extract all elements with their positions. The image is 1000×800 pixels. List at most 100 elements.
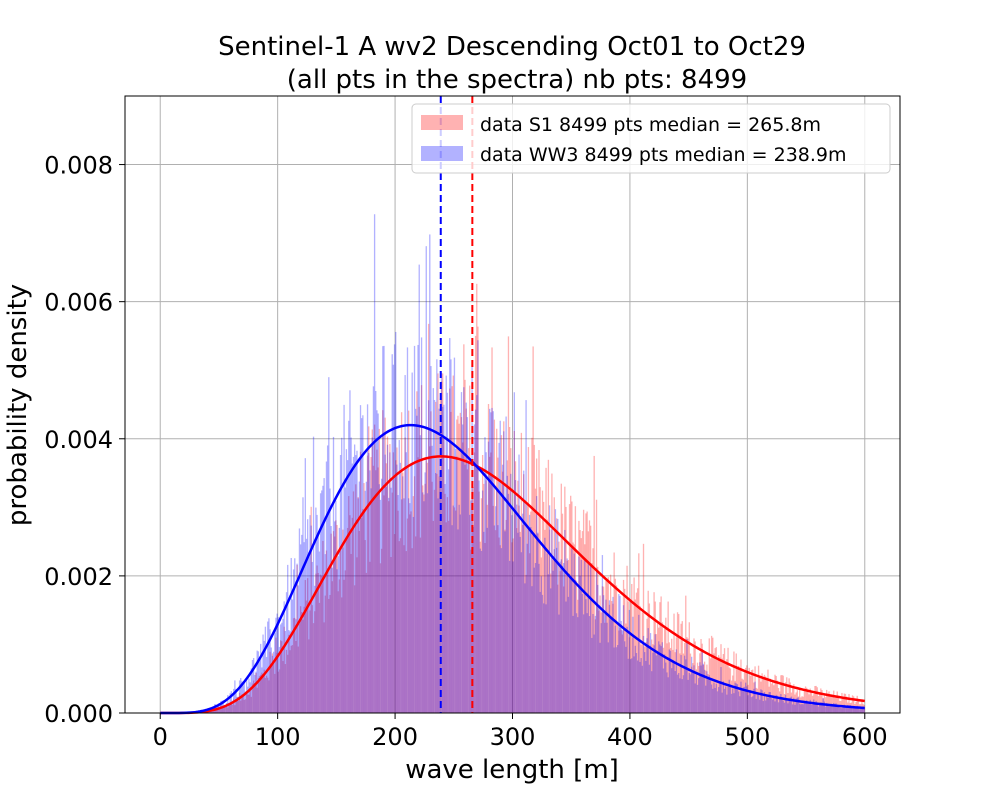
- hist-bar-ww3: [402, 476, 404, 713]
- hist-bar-ww3: [626, 626, 628, 713]
- hist-bar-ww3: [353, 444, 356, 713]
- hist-bar-ww3: [749, 690, 752, 713]
- hist-bar-s1: [814, 685, 816, 713]
- hist-bar-ww3: [258, 657, 261, 713]
- hist-bar-s1: [654, 601, 656, 713]
- hist-bar-ww3: [350, 437, 352, 713]
- hist-bar-s1: [467, 448, 470, 713]
- hist-bar-s1: [245, 693, 248, 713]
- hist-bar-ww3: [490, 412, 492, 713]
- hist-bar-ww3: [338, 527, 341, 713]
- hist-bar-ww3: [435, 472, 437, 713]
- hist-bar-ww3: [624, 641, 626, 713]
- hist-bar-ww3: [423, 501, 425, 713]
- hist-bar-s1: [559, 571, 561, 713]
- hist-bar-s1: [476, 283, 478, 713]
- hist-bar-s1: [227, 707, 229, 713]
- hist-bar-ww3: [562, 563, 565, 713]
- hist-bar-s1: [344, 570, 346, 713]
- hist-bar-s1: [767, 669, 769, 713]
- hist-bar-s1: [496, 428, 498, 713]
- hist-bar-ww3: [463, 387, 465, 713]
- hist-bar-ww3: [831, 704, 834, 713]
- hist-bar-s1: [557, 584, 559, 713]
- hist-bar-s1: [698, 665, 700, 713]
- hist-bar-ww3: [395, 331, 397, 713]
- x-tick-label: 500: [724, 723, 770, 751]
- hist-bar-s1: [303, 606, 305, 713]
- hist-bar-s1: [478, 491, 480, 713]
- hist-bar-ww3: [243, 683, 245, 713]
- hist-bar-s1: [760, 681, 762, 713]
- hist-bar-s1: [526, 503, 528, 713]
- hist-bar-ww3: [499, 420, 501, 713]
- hist-bar-ww3: [817, 706, 820, 713]
- hist-bar-s1: [287, 654, 289, 713]
- hist-bar-ww3: [629, 659, 632, 713]
- hist-bar-ww3: [827, 703, 829, 713]
- hist-bar-s1: [728, 667, 730, 713]
- hist-bar-ww3: [621, 630, 624, 713]
- hist-bar-ww3: [458, 504, 460, 713]
- hist-bar-ww3: [706, 671, 708, 713]
- hist-bar-ww3: [647, 628, 649, 713]
- hist-bar-s1: [735, 653, 737, 713]
- hist-bar-s1: [707, 673, 709, 713]
- hist-bar-s1: [708, 638, 710, 713]
- hist-bar-s1: [492, 505, 494, 713]
- hist-bar-s1: [534, 488, 537, 713]
- hist-bar-s1: [562, 586, 565, 713]
- hist-bar-s1: [590, 525, 592, 713]
- hist-bar-ww3: [315, 507, 317, 713]
- hist-bar-s1: [773, 685, 775, 713]
- hist-bar-s1: [302, 619, 304, 713]
- hist-bar-ww3: [789, 697, 791, 713]
- hist-bar-s1: [334, 536, 336, 713]
- hist-bar-ww3: [824, 706, 827, 713]
- hist-bar-s1: [646, 618, 648, 713]
- hist-bar-ww3: [658, 641, 660, 713]
- hist-bar-ww3: [726, 694, 728, 713]
- hist-bar-ww3: [834, 703, 836, 713]
- hist-bar-s1: [330, 533, 332, 713]
- hist-bar-s1: [410, 511, 412, 713]
- hist-bar-ww3: [850, 707, 853, 713]
- hist-bar-s1: [695, 669, 698, 713]
- hist-bar-s1: [701, 643, 703, 713]
- hist-bar-ww3: [412, 516, 415, 713]
- hist-bar-ww3: [302, 497, 304, 713]
- hist-bar-s1: [582, 509, 585, 713]
- hist-bar-s1: [713, 653, 715, 713]
- hist-bar-ww3: [586, 613, 588, 713]
- hist-bar-s1: [464, 379, 466, 713]
- hist-bar-s1: [471, 483, 473, 713]
- hist-bar-s1: [842, 697, 844, 713]
- hist-bar-ww3: [425, 246, 427, 713]
- hist-bar-ww3: [469, 514, 471, 713]
- hist-bar-s1: [358, 531, 360, 713]
- hist-bar-s1: [605, 580, 607, 713]
- hist-bar-s1: [214, 709, 216, 713]
- hist-bar-ww3: [661, 642, 663, 713]
- hist-bar-ww3: [247, 686, 249, 713]
- hist-bar-s1: [617, 623, 619, 713]
- hist-bar-s1: [844, 693, 847, 713]
- hist-bar-ww3: [713, 682, 715, 713]
- hist-bar-s1: [555, 518, 558, 713]
- hist-bar-ww3: [379, 499, 382, 713]
- hist-bar-s1: [788, 678, 790, 713]
- hist-bar-s1: [780, 675, 782, 713]
- hist-bar-ww3: [732, 688, 734, 713]
- hist-bar-s1: [822, 698, 824, 713]
- hist-bar-s1: [262, 674, 264, 713]
- hist-bar-s1: [757, 665, 760, 713]
- hist-bar-ww3: [773, 695, 775, 713]
- hist-bar-s1: [721, 658, 723, 713]
- hist-bar-s1: [372, 465, 375, 713]
- hist-bar-ww3: [518, 454, 520, 713]
- hist-bar-ww3: [280, 624, 282, 713]
- hist-bar-ww3: [567, 596, 570, 713]
- hist-bar-ww3: [537, 532, 539, 713]
- hist-bar-s1: [775, 675, 777, 713]
- hist-bar-ww3: [288, 630, 290, 713]
